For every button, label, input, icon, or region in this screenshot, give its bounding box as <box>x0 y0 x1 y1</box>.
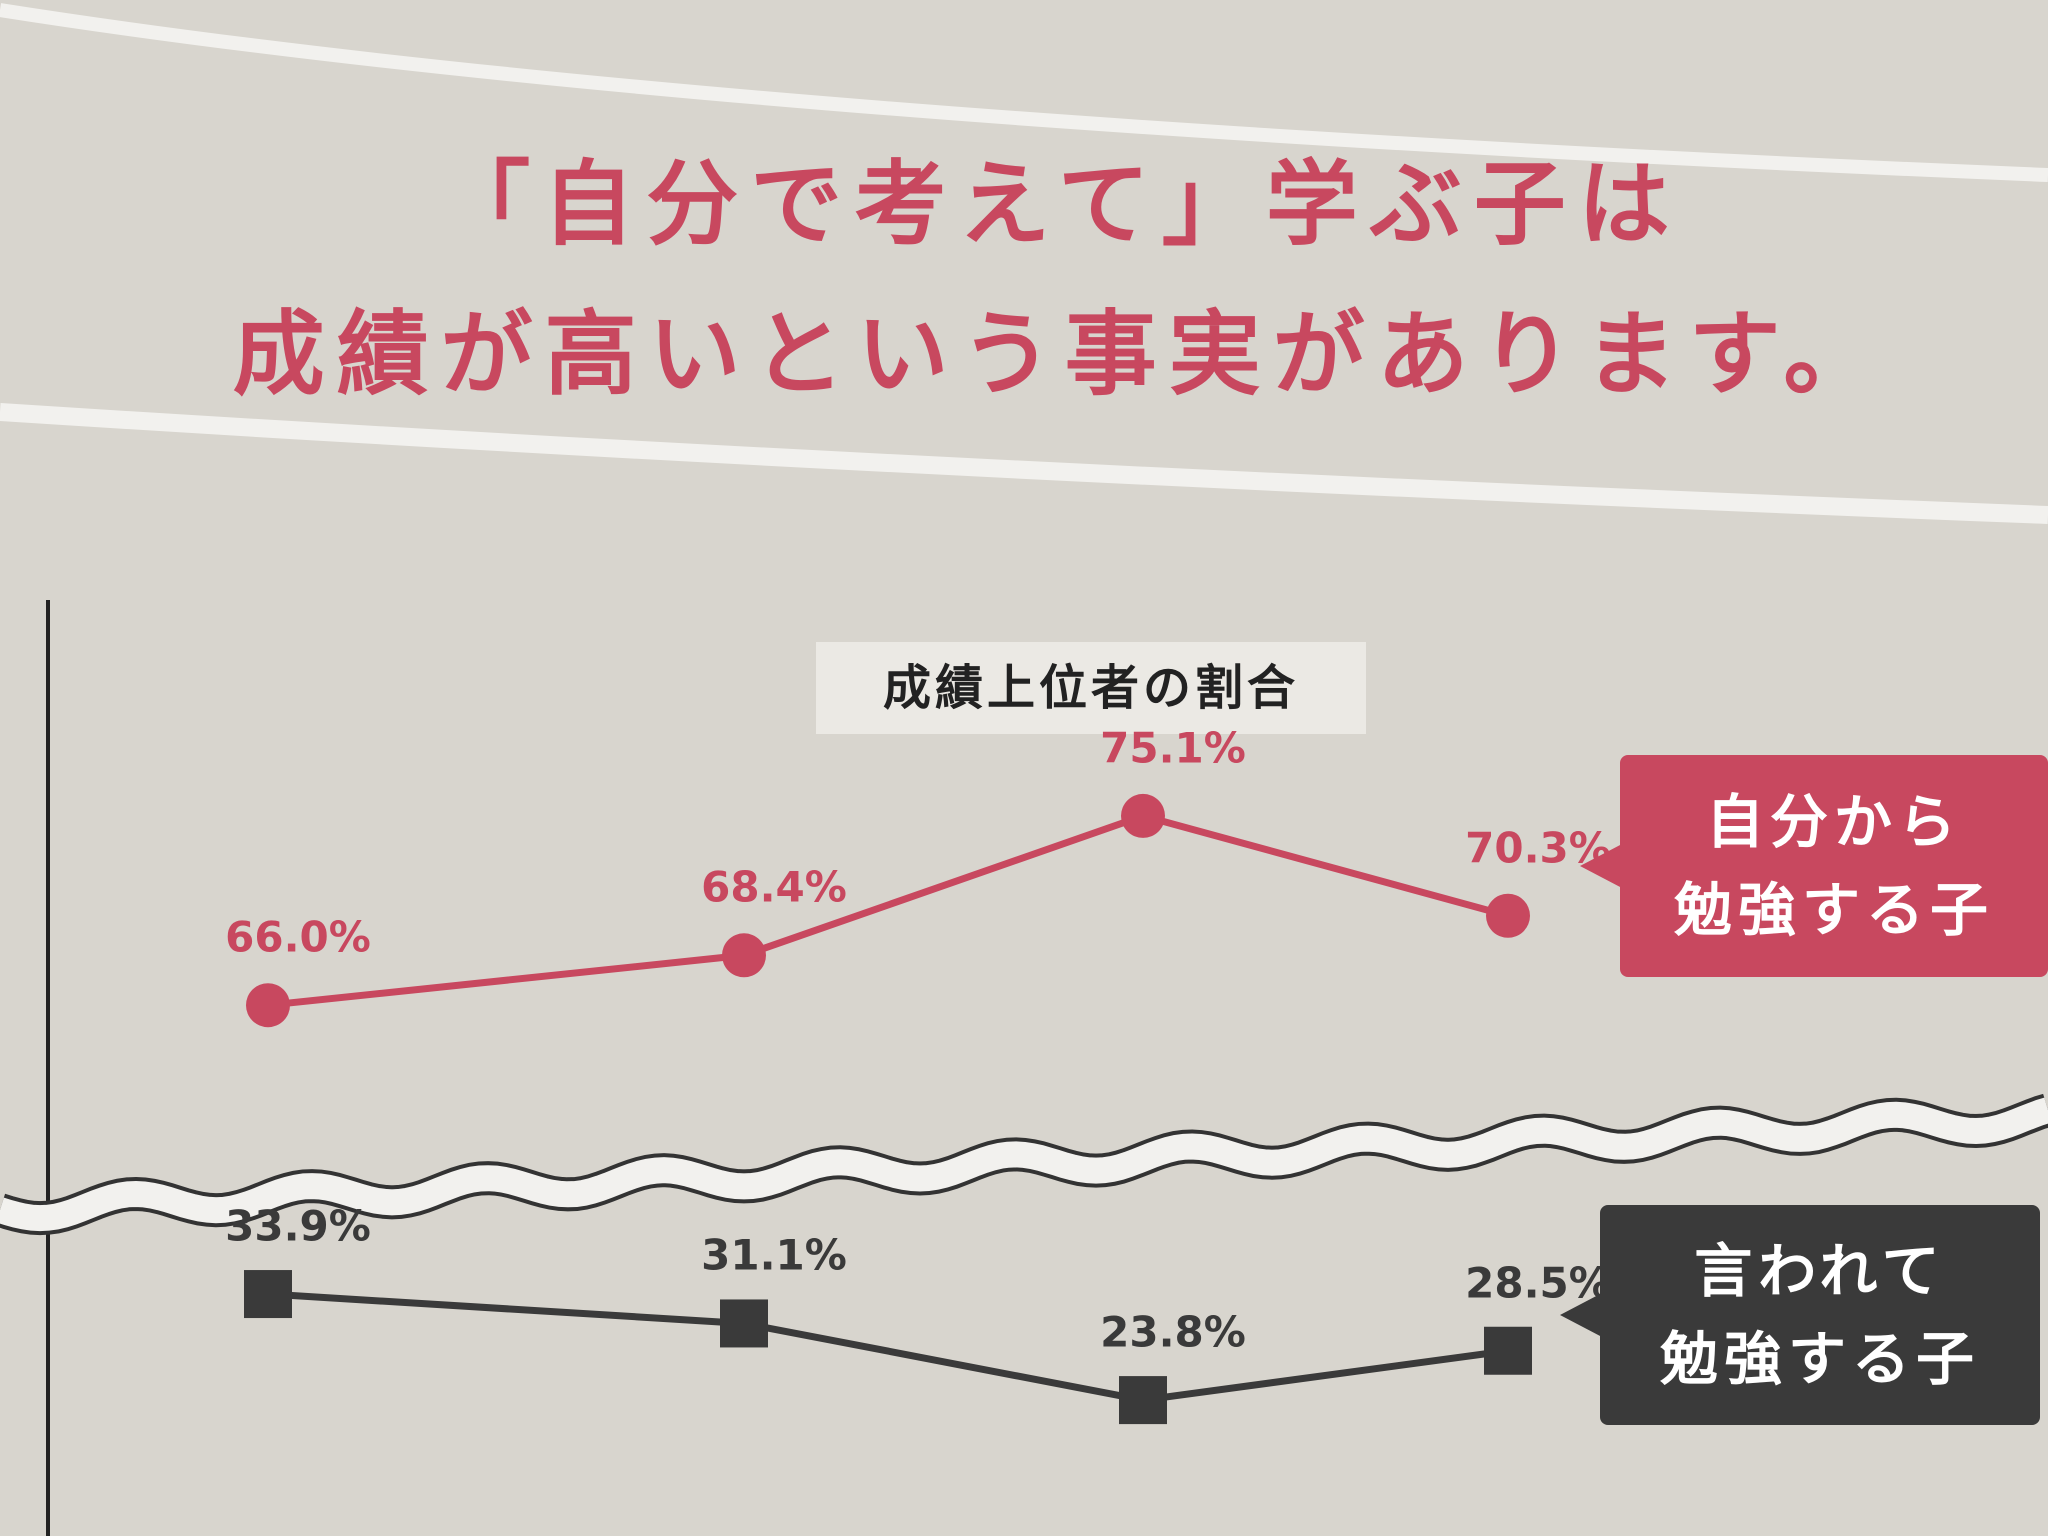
point <box>1119 1376 1167 1425</box>
data-label: 23.8% <box>1100 1307 1246 1357</box>
data-label: 28.5% <box>1465 1258 1611 1308</box>
legend-pointer <box>1580 844 1622 888</box>
point <box>1486 893 1530 938</box>
axis-break <box>0 1097 2048 1232</box>
point <box>720 1299 768 1348</box>
data-label: 75.1% <box>1100 723 1246 773</box>
decor-stripe <box>0 403 2048 524</box>
point <box>1484 1326 1532 1375</box>
legend-entry: 言われて 勉強する子 <box>1600 1205 2040 1425</box>
data-label: 31.1% <box>701 1230 847 1280</box>
data-label: 66.0% <box>225 912 371 962</box>
legend-entry: 自分から 勉強する子 <box>1620 755 2048 977</box>
series-line <box>267 1290 1509 1404</box>
data-label: 33.9% <box>225 1201 371 1251</box>
data-label: 68.4% <box>701 862 847 912</box>
decor-stripe <box>0 3 2048 182</box>
point <box>722 933 766 978</box>
legend-pointer <box>1560 1293 1602 1337</box>
point <box>246 983 290 1028</box>
chart-title: 「自分で考えて」学ぶ子は 成績が高いという事実があります。 <box>232 151 1888 408</box>
chart-subtitle: 成績上位者の割合 <box>816 642 1366 734</box>
series-line <box>267 812 1509 1009</box>
data-label: 70.3% <box>1465 823 1611 873</box>
point <box>244 1270 292 1319</box>
point <box>1121 793 1165 838</box>
